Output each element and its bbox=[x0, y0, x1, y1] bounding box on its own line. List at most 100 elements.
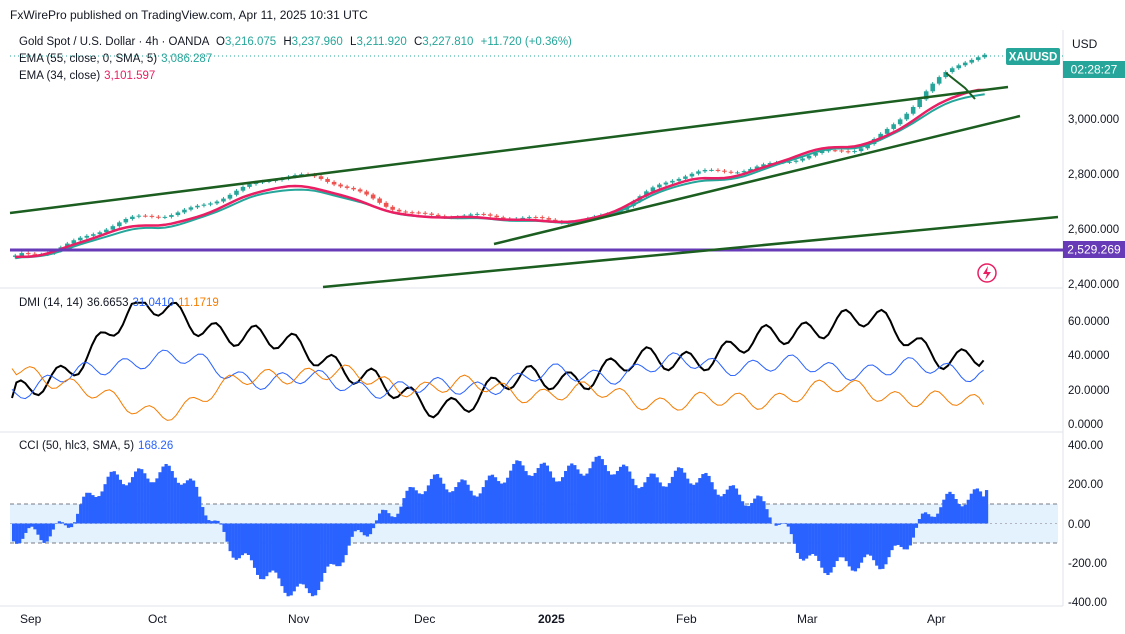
cci-bar bbox=[201, 507, 205, 524]
cci-bar bbox=[658, 482, 662, 524]
cci-bar bbox=[396, 513, 400, 524]
cci-bar bbox=[256, 523, 260, 575]
candle-body bbox=[188, 207, 194, 210]
candle-body bbox=[839, 150, 844, 152]
cci-bar bbox=[368, 523, 373, 535]
candle-body bbox=[748, 168, 753, 172]
cci-bar bbox=[344, 523, 348, 556]
cci-bar bbox=[463, 480, 467, 524]
candle-body bbox=[247, 184, 252, 187]
cci-bar bbox=[484, 480, 488, 524]
candle-body bbox=[97, 232, 103, 235]
cci-bar bbox=[191, 480, 196, 524]
candle-body bbox=[767, 163, 773, 165]
cci-bar bbox=[112, 471, 116, 524]
cci-bar bbox=[643, 482, 647, 524]
cci-bar bbox=[439, 477, 443, 524]
cci-bar bbox=[88, 492, 92, 524]
candle-body bbox=[540, 217, 545, 219]
candle-body bbox=[409, 212, 415, 214]
currency-label[interactable]: USD bbox=[1072, 37, 1098, 51]
cci-bar bbox=[792, 523, 797, 544]
candle-body bbox=[377, 198, 382, 203]
candle-body bbox=[435, 214, 441, 217]
cci-bar bbox=[329, 523, 333, 564]
cci-bar bbox=[307, 523, 312, 594]
ema34-legend[interactable]: EMA (34, close) 3,101.597 bbox=[19, 70, 155, 82]
cci-bar bbox=[262, 523, 266, 580]
cci-bar bbox=[899, 523, 903, 547]
cci-bar bbox=[628, 471, 632, 524]
price-tick: 2,400.000 bbox=[1068, 279, 1119, 291]
dmi-legend[interactable]: DMI (14, 14) 36.6653 31.0410 11.1719 bbox=[19, 297, 219, 309]
cci-bar bbox=[295, 523, 299, 587]
cci-bar bbox=[481, 487, 485, 524]
candle-body bbox=[221, 198, 226, 202]
cci-bar bbox=[716, 494, 720, 524]
wedge-line[interactable] bbox=[945, 72, 976, 100]
price-pane[interactable] bbox=[12, 53, 988, 260]
cci-bar bbox=[100, 491, 104, 524]
main-legend[interactable]: Gold Spot / U.S. Dollar · 4h · OANDA O3,… bbox=[19, 36, 572, 48]
cci-bar bbox=[414, 490, 418, 524]
inner-support-line[interactable] bbox=[493, 114, 1021, 246]
candle-body bbox=[474, 213, 480, 215]
cci-bar bbox=[143, 473, 147, 524]
cci-legend[interactable]: CCI (50, hlc3, SMA, 5) 168.26 bbox=[19, 440, 173, 452]
cci-bar bbox=[341, 523, 345, 563]
cci-bar bbox=[692, 484, 696, 524]
candle-body bbox=[234, 190, 239, 195]
candle-body bbox=[709, 169, 714, 171]
cci-bar bbox=[869, 523, 873, 556]
cci-bar bbox=[963, 504, 967, 524]
cci-bar bbox=[155, 478, 159, 524]
cci-bar bbox=[872, 523, 876, 561]
candle-body bbox=[130, 216, 135, 220]
cci-bar bbox=[140, 469, 144, 524]
cci-bar bbox=[750, 503, 754, 524]
cci-bar bbox=[60, 522, 65, 524]
cci-bar bbox=[97, 496, 101, 524]
cci-bar bbox=[783, 522, 787, 524]
upper-channel-line[interactable] bbox=[9, 85, 1009, 215]
candle-body bbox=[878, 133, 883, 139]
candle-body bbox=[696, 171, 701, 174]
candle-body bbox=[735, 172, 740, 174]
cci-bar bbox=[862, 523, 867, 558]
candle-body bbox=[670, 180, 675, 183]
cci-bar bbox=[756, 495, 760, 524]
cci-bar bbox=[753, 498, 757, 524]
cci-bar bbox=[622, 464, 626, 524]
candle-body bbox=[897, 119, 903, 125]
dmi-pane[interactable] bbox=[11, 301, 985, 421]
cci-bar bbox=[618, 466, 623, 524]
cci-bar bbox=[506, 477, 510, 524]
cci-bar bbox=[564, 470, 568, 524]
cci-bar bbox=[448, 492, 452, 524]
cci-bar bbox=[94, 496, 98, 524]
cci-bar bbox=[911, 523, 915, 538]
ema55-legend[interactable]: EMA (55, close, 0, SMA, 5) 3,086.287 bbox=[19, 53, 212, 65]
plus-di-line bbox=[11, 349, 984, 400]
cci-bar bbox=[615, 470, 620, 524]
cci-bar bbox=[115, 474, 119, 524]
candle-body bbox=[858, 148, 864, 152]
cci-bar bbox=[591, 461, 595, 524]
cci-bar bbox=[228, 523, 232, 552]
candle-body bbox=[819, 151, 825, 153]
cci-bar bbox=[698, 478, 702, 524]
lower-channel-line[interactable] bbox=[322, 215, 1059, 289]
candle-body bbox=[71, 240, 77, 244]
cci-pane[interactable] bbox=[12, 455, 989, 597]
cci-bar bbox=[381, 509, 385, 524]
price-tick: 2,800.000 bbox=[1068, 169, 1119, 181]
cci-bar bbox=[557, 481, 562, 524]
time-tick: Dec bbox=[414, 612, 435, 626]
candle-body bbox=[546, 218, 552, 220]
cci-bar bbox=[45, 523, 49, 542]
cci-bar bbox=[655, 477, 659, 524]
symbol-title[interactable]: Gold Spot / U.S. Dollar · 4h · OANDA bbox=[19, 36, 209, 48]
cci-bar bbox=[478, 493, 482, 524]
cci-bar bbox=[542, 462, 546, 524]
